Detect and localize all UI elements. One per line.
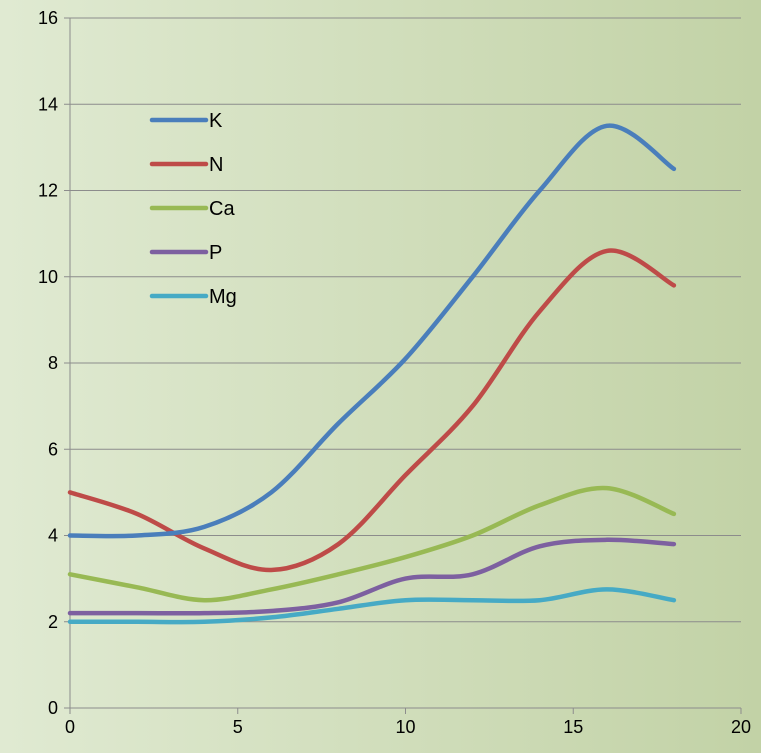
legend-label-p: P: [209, 242, 222, 264]
y-tick-label: 6: [48, 439, 58, 459]
legend: KN Ca P Mg: [149, 110, 237, 308]
legend-label-ca: Ca: [209, 198, 235, 220]
y-tick-label: 4: [48, 526, 58, 546]
y-tick-label: 12: [38, 181, 58, 201]
series-line-n: [67, 248, 677, 573]
y-tick-label: 10: [38, 267, 58, 287]
series-line-p: [67, 537, 677, 616]
series-line-k: [67, 123, 677, 539]
x-tick-label: 0: [65, 717, 75, 737]
series-lines: [67, 123, 677, 625]
axes: 0 2 4 6 8 10 12 14 16 0 5 10 15 20: [38, 8, 751, 737]
x-tick-label: 15: [563, 717, 583, 737]
legend-label-k: K: [209, 110, 223, 132]
x-tick-label: 10: [395, 717, 415, 737]
y-tick-label: 0: [48, 698, 58, 718]
legend-label-n: N: [209, 154, 223, 176]
y-tick-label: 14: [38, 94, 58, 114]
x-tick-label: 5: [233, 717, 243, 737]
series-line-ca: [67, 485, 677, 603]
y-tick-label: 16: [38, 8, 58, 28]
series-line-mg: [67, 587, 677, 625]
y-tick-label: 2: [48, 612, 58, 632]
y-tick-label: 8: [48, 353, 58, 373]
x-tick-label: 20: [731, 717, 751, 737]
legend-label-mg: Mg: [209, 286, 237, 308]
